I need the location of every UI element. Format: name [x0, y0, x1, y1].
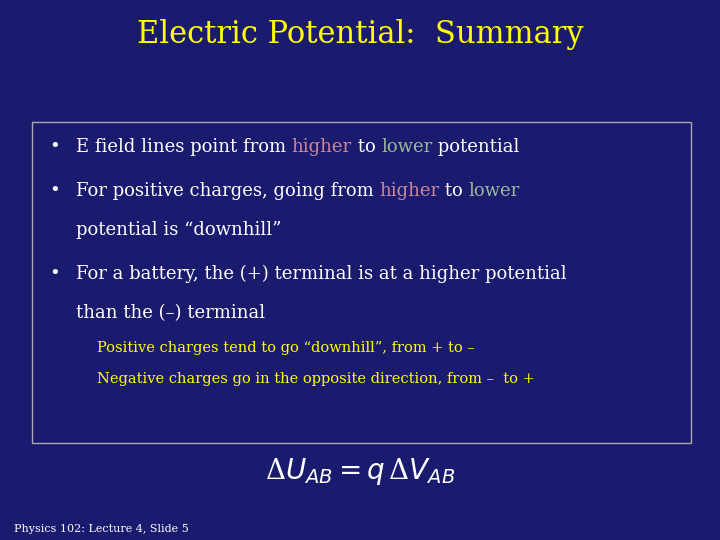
Text: potential is “downhill”: potential is “downhill” [76, 221, 281, 239]
Text: E field lines point from: E field lines point from [76, 138, 292, 156]
Text: to: to [439, 182, 469, 200]
Text: higher: higher [292, 138, 351, 156]
Text: For a battery, the (+) terminal is at a higher potential: For a battery, the (+) terminal is at a … [76, 265, 566, 284]
Text: lower: lower [381, 138, 432, 156]
Text: to: to [351, 138, 381, 156]
Text: For positive charges, going from: For positive charges, going from [76, 182, 379, 200]
Text: •: • [49, 138, 60, 156]
Text: potential: potential [432, 138, 520, 156]
Bar [32, 122, 691, 443]
Text: lower: lower [469, 182, 520, 200]
Text: Electric Potential:  Summary: Electric Potential: Summary [137, 19, 583, 50]
Text: $\mathregular{\Delta} U_{AB} = q\, \mathregular{\Delta} V_{AB}$: $\mathregular{\Delta} U_{AB} = q\, \math… [265, 456, 455, 487]
Text: higher: higher [379, 182, 439, 200]
Text: Positive charges tend to go “downhill”, from + to –: Positive charges tend to go “downhill”, … [97, 341, 475, 355]
Text: •: • [49, 182, 60, 200]
Text: •: • [49, 265, 60, 283]
Text: Physics 102: Lecture 4, Slide 5: Physics 102: Lecture 4, Slide 5 [14, 523, 189, 534]
Text: than the (–) terminal: than the (–) terminal [76, 304, 265, 322]
Text: Negative charges go in the opposite direction, from –  to +: Negative charges go in the opposite dire… [97, 372, 535, 386]
